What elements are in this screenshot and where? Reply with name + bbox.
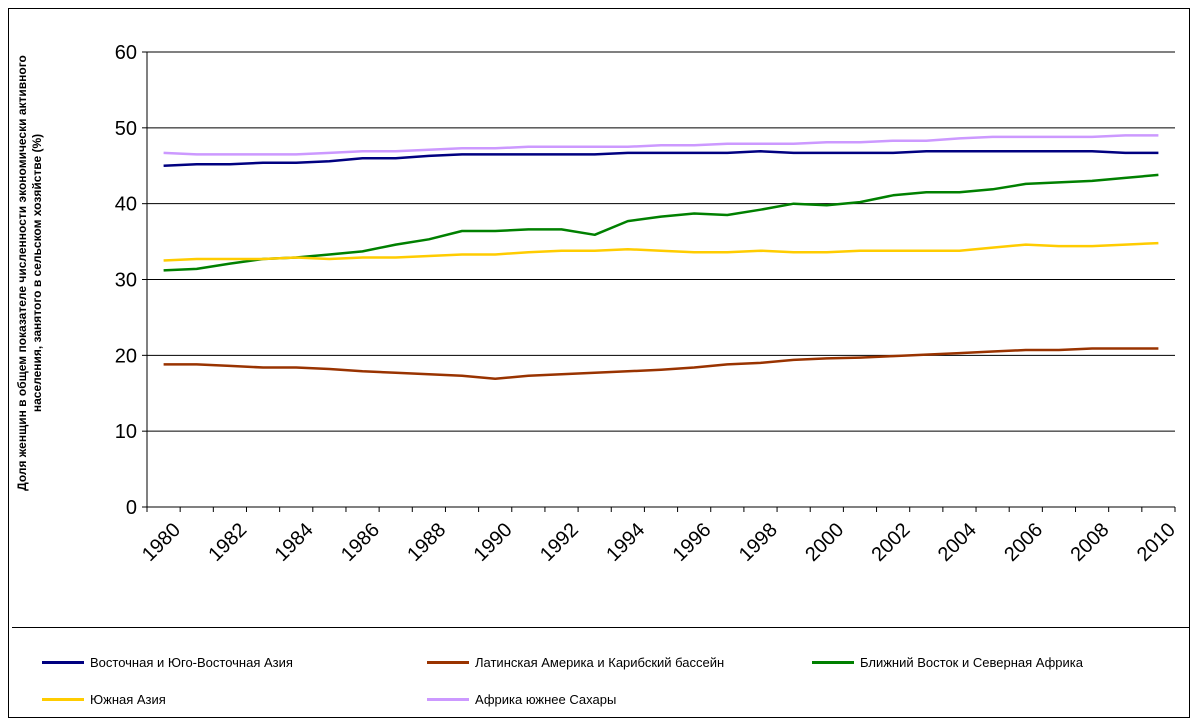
x-tick-label: 1984 — [271, 519, 318, 566]
legend-label: Восточная и Юго-Восточная Азия — [90, 655, 293, 670]
y-tick-label: 40 — [115, 194, 137, 216]
legend-swatch — [42, 698, 84, 701]
y-axis-label-line-2: населения, занятого в сельском хозяйстве… — [30, 133, 44, 413]
y-axis-label-line-1: Доля женщин в общем показателе численнос… — [15, 55, 29, 491]
legend-item: Африка южнее Сахары — [427, 692, 616, 707]
series-line — [163, 134, 1159, 156]
legend-swatch — [427, 661, 469, 664]
y-tick-label: 20 — [115, 345, 137, 367]
series-line — [163, 241, 1159, 262]
series-line — [163, 173, 1159, 272]
legend-item: Южная Азия — [42, 692, 166, 707]
series-line — [163, 150, 1159, 168]
y-axis-label: Доля женщин в общем показателе численнос… — [15, 0, 45, 553]
y-tick-label: 50 — [115, 118, 137, 140]
legend-item: Восточная и Юго-Восточная Азия — [42, 655, 293, 670]
x-tick-label: 2000 — [801, 519, 848, 566]
y-tick-label: 0 — [126, 497, 137, 519]
x-tick-label: 2010 — [1133, 519, 1180, 566]
legend-item: Латинская Америка и Карибский бассейн — [427, 655, 724, 670]
x-tick-label: 1998 — [735, 519, 782, 566]
legend-swatch — [812, 661, 854, 664]
legend-item: Ближний Восток и Северная Африка — [812, 655, 1083, 670]
legend: Восточная и Юго-Восточная Азия Латинская … — [12, 627, 1190, 718]
x-tick-label: 1988 — [403, 519, 450, 566]
x-tick-label: 1992 — [536, 519, 583, 566]
y-tick-label: 10 — [115, 421, 137, 443]
y-tick-label: 60 — [115, 42, 137, 64]
x-tick-label: 2008 — [1067, 519, 1114, 566]
x-tick-label: 1996 — [669, 519, 716, 566]
legend-label: Южная Азия — [90, 692, 166, 707]
y-axis-label-container: Доля женщин в общем показателе численнос… — [0, 8, 60, 508]
x-tick-label: 1980 — [138, 519, 185, 566]
x-tick-label: 1986 — [337, 519, 384, 566]
y-tick-label: 30 — [115, 270, 137, 292]
chart-frame — [8, 8, 1190, 718]
legend-swatch — [42, 661, 84, 664]
x-tick-label: 1990 — [470, 519, 517, 566]
x-tick-label: 2004 — [934, 519, 981, 566]
legend-swatch — [427, 698, 469, 701]
legend-label: Латинская Америка и Карибский бассейн — [475, 655, 725, 670]
x-tick-label: 2002 — [868, 519, 915, 566]
legend-label: Африка южнее Сахары — [475, 692, 617, 707]
series-line — [163, 347, 1159, 381]
x-tick-label: 2006 — [1000, 519, 1047, 566]
x-tick-label: 1994 — [602, 519, 649, 566]
x-tick-label: 1982 — [204, 519, 251, 566]
legend-label: Ближний Восток и Северная Африка — [860, 655, 1083, 670]
